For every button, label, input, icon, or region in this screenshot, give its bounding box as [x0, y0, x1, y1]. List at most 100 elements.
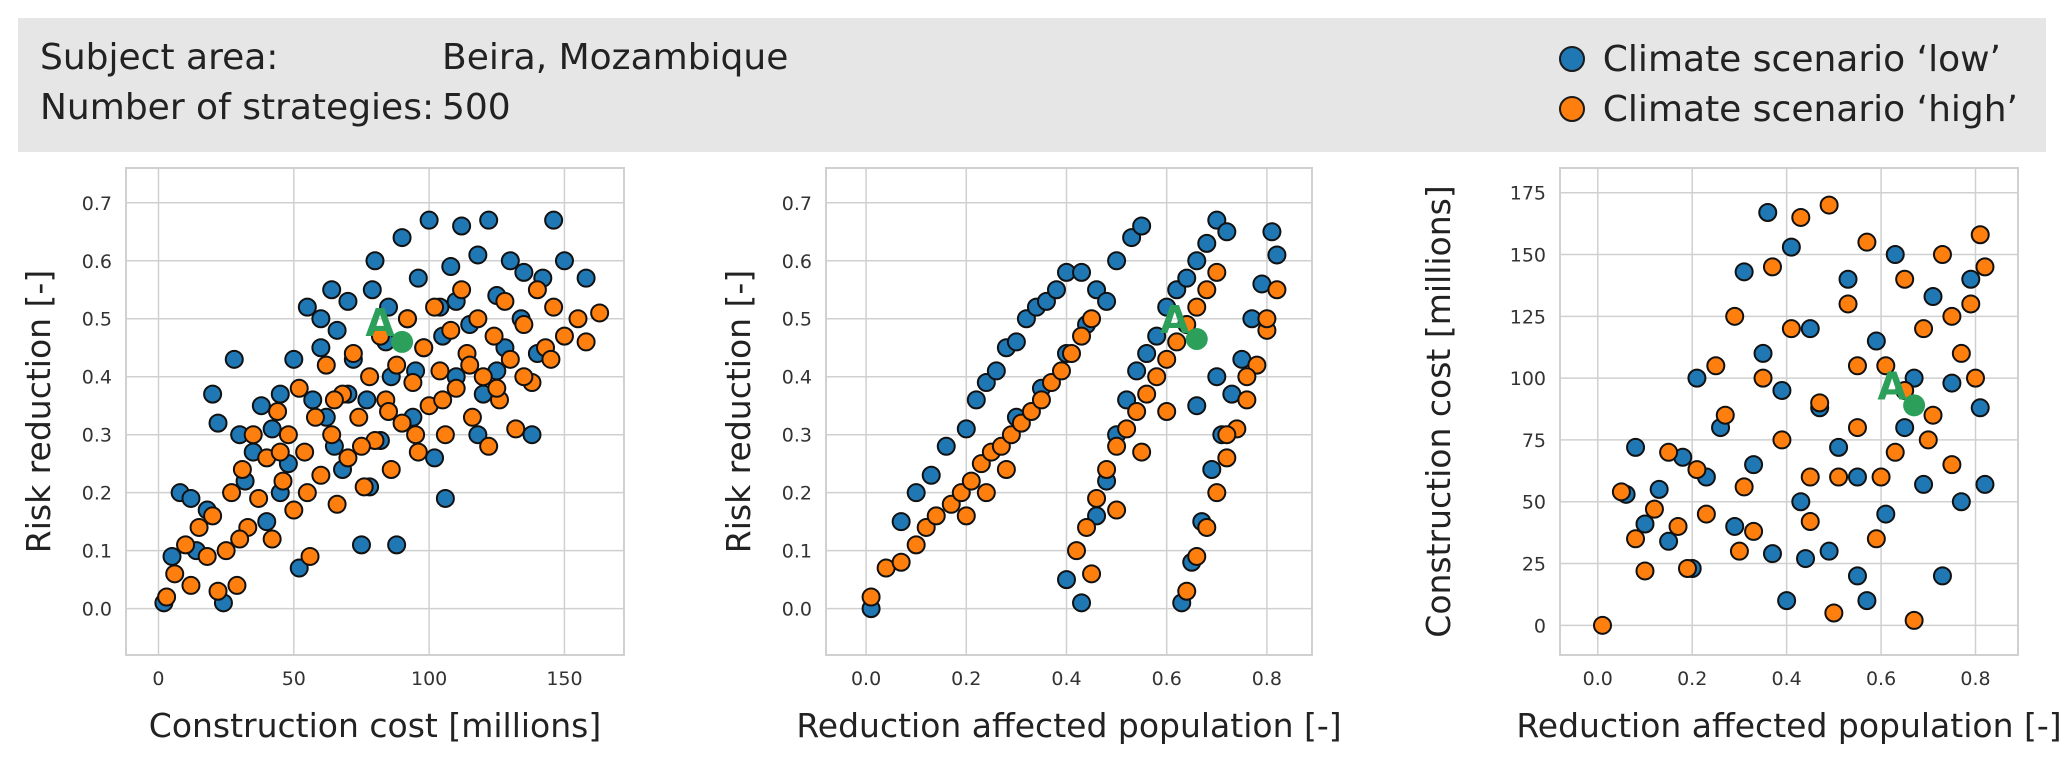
point-high: [230, 529, 250, 549]
point-high: [1257, 309, 1277, 329]
y-axis-label: Construction cost [millions]: [1419, 185, 1458, 637]
point-high: [441, 320, 461, 340]
point-high: [926, 506, 946, 526]
point-high: [1838, 294, 1858, 314]
point-low: [327, 320, 347, 340]
point-high: [473, 367, 493, 387]
point-high: [425, 297, 445, 317]
point-low: [1147, 326, 1167, 346]
point-low: [1914, 474, 1934, 494]
strategy-A-marker: [1185, 328, 1208, 351]
point-low: [251, 396, 271, 416]
point-high: [1696, 504, 1716, 524]
point-low: [1895, 418, 1915, 438]
y-tick-label: 0.5: [82, 309, 112, 331]
point-low: [387, 535, 407, 555]
point-high: [1147, 367, 1167, 387]
point-high: [181, 575, 201, 595]
point-high: [479, 436, 499, 456]
point-high: [1970, 225, 1990, 245]
point-low: [435, 488, 455, 508]
x-tick-label: 0.4: [1772, 668, 1802, 690]
point-low: [1800, 319, 1820, 339]
legend-marker-high: [1558, 96, 1585, 122]
point-low: [208, 413, 228, 433]
point-low: [1687, 368, 1707, 388]
y-tick-label: 0.0: [782, 599, 812, 621]
point-high: [203, 506, 223, 526]
point-high: [300, 546, 320, 566]
point-high: [1975, 257, 1995, 277]
point-low: [1885, 245, 1905, 265]
point-high: [324, 390, 344, 410]
point-low: [441, 257, 461, 277]
strategy-A-label: A: [365, 301, 395, 345]
point-low: [419, 210, 439, 230]
point-high: [338, 448, 358, 468]
point-high: [408, 442, 428, 462]
point-high: [311, 465, 331, 485]
legend-marker-low: [1558, 46, 1585, 72]
x-tick-label: 100: [411, 668, 447, 690]
point-high: [435, 425, 455, 445]
point-high: [327, 494, 347, 514]
point-high: [1876, 356, 1896, 376]
point-low: [408, 268, 428, 288]
point-high: [1781, 319, 1801, 339]
point-high: [249, 488, 269, 508]
strategies-value: 500: [442, 87, 511, 128]
point-low: [362, 280, 382, 300]
point-low: [203, 384, 223, 404]
point-high: [176, 535, 196, 555]
point-high: [1810, 393, 1830, 413]
point-low: [576, 268, 596, 288]
point-low: [181, 488, 201, 508]
point-high: [289, 378, 309, 398]
strategies-label: Number of strategies:: [40, 87, 435, 128]
point-high: [1067, 541, 1087, 561]
point-high: [1914, 319, 1934, 339]
point-high: [961, 471, 981, 491]
point-high: [568, 309, 588, 329]
point-high: [1734, 477, 1754, 497]
point-high: [270, 442, 290, 462]
point-low: [1857, 591, 1877, 611]
point-high: [1077, 517, 1097, 537]
x-tick-label: 0.8: [1960, 668, 1990, 690]
point-high: [1847, 356, 1867, 376]
point-high: [468, 309, 488, 329]
point-high: [541, 349, 561, 369]
legend-item-low: Climate scenario ‘low’: [1558, 34, 2018, 84]
point-high: [414, 338, 434, 358]
point-high: [891, 552, 911, 572]
point-high: [1062, 344, 1082, 364]
point-high: [284, 500, 304, 520]
y-tick-label: 0.3: [782, 425, 812, 447]
point-high: [354, 477, 374, 497]
point-high: [1961, 294, 1981, 314]
series-low: [861, 210, 1287, 619]
point-low: [1829, 437, 1849, 457]
point-high: [590, 303, 610, 323]
point-high: [1677, 558, 1697, 578]
point-high: [487, 378, 507, 398]
point-high: [1966, 368, 1986, 388]
chart-legend: Climate scenario ‘low’ Climate scenario …: [1558, 34, 2018, 134]
y-tick-label: 0.6: [82, 251, 112, 273]
point-high: [387, 355, 407, 375]
point-high: [1137, 384, 1157, 404]
point-high: [1847, 418, 1867, 438]
point-high: [316, 355, 336, 375]
point-high: [1819, 195, 1839, 215]
point-low: [1866, 331, 1886, 351]
point-low: [365, 251, 385, 271]
subject-area-label: Subject area:: [40, 37, 279, 78]
point-high: [208, 581, 228, 601]
point-low: [1207, 367, 1227, 387]
point-low: [1202, 459, 1222, 479]
x-tick-label: 0.6: [1866, 668, 1896, 690]
point-high: [1904, 610, 1924, 630]
point-high: [1187, 546, 1207, 566]
point-high: [1626, 529, 1646, 549]
y-tick-label: 0.7: [782, 193, 812, 215]
